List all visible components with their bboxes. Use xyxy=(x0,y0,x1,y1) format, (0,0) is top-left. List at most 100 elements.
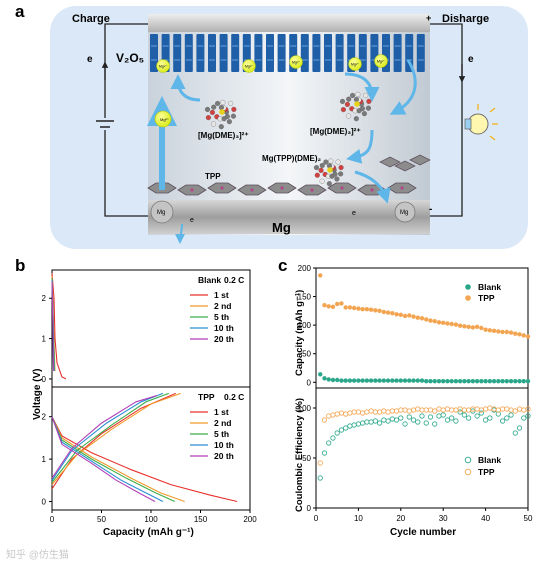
complex-atom xyxy=(339,98,346,104)
c-top-point xyxy=(449,378,454,384)
coordination-arrow xyxy=(346,129,374,164)
b-bottom-charge-curve xyxy=(51,392,181,485)
c-top-point xyxy=(385,310,391,315)
complex-atom xyxy=(228,100,234,106)
v2o5-block xyxy=(393,34,402,72)
b-ytick-label: 1 xyxy=(42,335,47,344)
electron-label-right: e xyxy=(468,54,474,65)
c-top-point xyxy=(364,306,370,312)
c-bottom-point xyxy=(393,408,400,414)
c-top-point xyxy=(318,273,323,278)
anode-electron-label-2: e xyxy=(352,210,356,217)
c-bottom-point xyxy=(330,412,336,418)
c-bottom-point xyxy=(461,412,467,418)
c-top-point xyxy=(491,378,497,384)
c-top-point xyxy=(364,378,370,383)
c-bottom-point xyxy=(364,419,370,425)
c-bottom-point xyxy=(525,406,531,412)
c-bottom-point xyxy=(338,410,345,416)
mg-ion xyxy=(156,59,170,73)
c-bottom-point xyxy=(355,409,361,415)
complex-atom xyxy=(218,104,224,111)
c-top-point xyxy=(436,320,442,325)
c-bottom-point xyxy=(368,408,374,414)
c-bottom-point xyxy=(427,407,434,413)
c-bottom-point xyxy=(440,407,446,413)
v2o5-block xyxy=(219,34,228,72)
complex-atom xyxy=(314,172,320,178)
c-top-point xyxy=(445,378,450,384)
mg-ion xyxy=(374,54,388,68)
c-top-point xyxy=(525,378,531,384)
complex-atom xyxy=(205,115,211,121)
c-top-point xyxy=(343,378,348,383)
c-bottom-point xyxy=(478,410,484,416)
c-bottom-point xyxy=(512,408,518,414)
c-top-point xyxy=(407,313,412,318)
complex-label-2: [Mg(DME)₃]²⁺ xyxy=(310,127,361,136)
c-top-ytick-label: 200 xyxy=(298,264,312,273)
mg-ion-label: Mg²⁺ xyxy=(292,61,300,65)
c-bottom-legend-tpp: TPP xyxy=(478,467,495,477)
panel-letter-b: b xyxy=(15,256,26,275)
c-top-point xyxy=(513,331,518,336)
b-ytick-label: 2 xyxy=(42,294,47,303)
c-top-point xyxy=(432,378,437,384)
complex-atom xyxy=(323,159,329,165)
anode-circle-label-right: Mg xyxy=(400,210,408,216)
v2o5-block xyxy=(324,34,332,72)
tpp-center xyxy=(340,186,344,190)
c-top-point xyxy=(428,318,433,323)
anode-electron-arrow xyxy=(175,223,186,244)
v2o5-block xyxy=(335,34,344,72)
c-bottom-legend: Blank TPP xyxy=(464,455,501,477)
c-top-legend-tpp-marker xyxy=(465,295,471,301)
c-bottom-point xyxy=(521,415,527,421)
c-bottom-plot xyxy=(317,405,531,481)
b-bottom-discharge-curve xyxy=(51,416,164,502)
complex-atom xyxy=(345,113,352,119)
c-top-point xyxy=(339,378,344,383)
c-top-point xyxy=(335,301,340,307)
c-top-point xyxy=(373,378,378,383)
v2o5-label: V₂O₅ xyxy=(116,51,144,65)
v2o5-block xyxy=(312,34,321,72)
complex-atom xyxy=(318,167,324,173)
b-top-plot xyxy=(51,273,67,380)
c-top-point xyxy=(466,378,471,384)
c-bottom-point xyxy=(449,415,455,421)
c-top-point xyxy=(504,329,509,335)
c-bottom-point xyxy=(372,418,378,424)
c-top-point xyxy=(424,378,429,384)
complex-mg-center xyxy=(219,109,225,115)
plus-sign: + xyxy=(426,13,431,23)
c-top-point xyxy=(487,378,493,384)
c-bottom-point xyxy=(355,421,361,427)
tpp-center xyxy=(400,186,404,190)
c-bottom-point xyxy=(317,460,323,466)
c-bottom-point xyxy=(482,417,489,423)
c-bottom-point xyxy=(499,406,506,412)
cathode-mg-ions: Mg²⁺ Mg²⁺ Mg²⁺ Mg²⁺ Mg²⁺ xyxy=(156,54,388,73)
c-ylabel-top: Capacity (mAh g⁻¹) xyxy=(294,290,305,376)
c-bottom-ytick-label: 100 xyxy=(298,404,312,413)
c-top-point xyxy=(356,378,361,383)
c-top-point xyxy=(432,318,437,324)
discharge-label: Disharge xyxy=(442,13,489,25)
c-top-point xyxy=(466,324,471,330)
free-mg-ion xyxy=(154,110,172,128)
c-top-point xyxy=(508,330,514,335)
complex-atom xyxy=(355,91,361,97)
tpp-layer xyxy=(147,154,431,196)
tpp-center xyxy=(190,188,194,192)
v2o5-block xyxy=(416,34,425,72)
c-bottom-point xyxy=(376,420,383,426)
complex-atom xyxy=(326,181,332,187)
c-bottom-point xyxy=(360,410,366,416)
c-top-ytick-label: 0 xyxy=(307,378,312,387)
anode-electron-label: e xyxy=(190,217,194,224)
c-top-point xyxy=(398,312,403,318)
c-bottom-point xyxy=(326,440,332,446)
tpp-center xyxy=(310,188,314,192)
